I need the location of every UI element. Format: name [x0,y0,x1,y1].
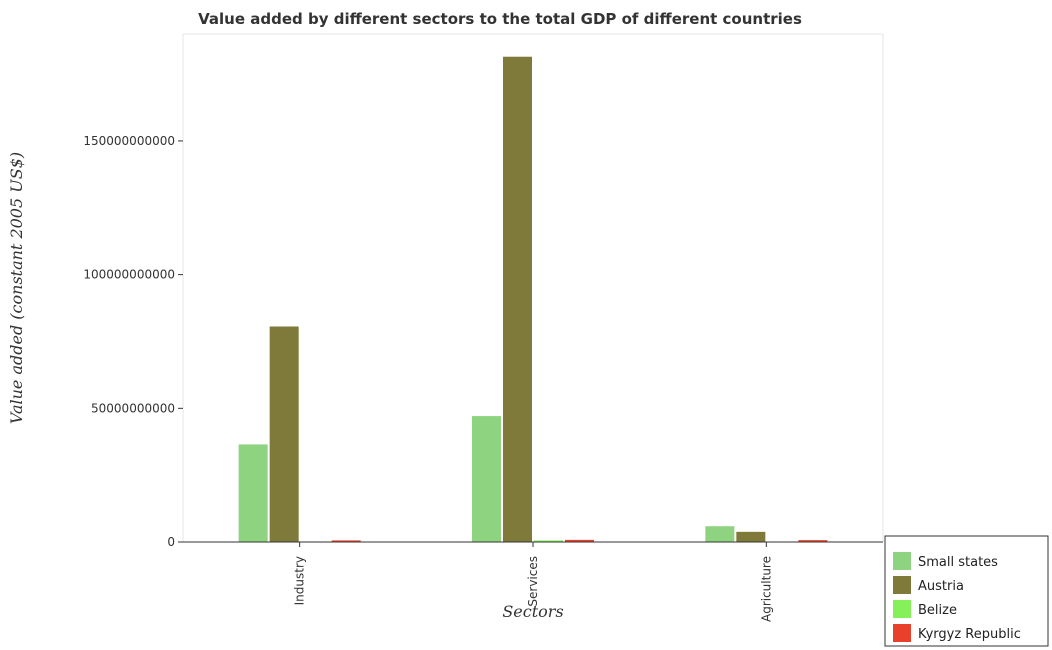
chart-title: Value added by different sectors to the … [198,10,802,28]
x-tick-label: Industry [293,556,307,605]
bar-industry-small-states [238,444,268,542]
bar-services-kyrgyz-republic [565,539,594,542]
y-axis-ticks: 0 50000000000 100000000000 150000000000 [83,134,183,549]
y-tick-label: 0 [167,535,175,549]
x-tick-label: Agriculture [759,556,773,622]
legend-label: Belize [918,603,957,618]
legend-label: Austria [918,579,964,594]
bar-agriculture-austria [736,531,766,542]
y-tick-label: 50000000000 [91,401,175,415]
legend-swatch [893,624,911,642]
bar-agriculture-small-states [705,526,735,542]
bar-services-austria [503,56,532,542]
x-axis-label: Sectors [502,602,563,621]
legend-label: Small states [918,555,998,570]
bar-services-belize [534,540,563,542]
bar-services-small-states [472,416,501,542]
legend-swatch [893,600,911,618]
bar-industry-austria [269,326,299,542]
y-axis-label: Value added (constant 2005 US$) [7,152,26,424]
legend-box [884,535,1049,647]
y-tick-label: 150000000000 [83,134,175,148]
y-tick-label: 100000000000 [83,268,175,282]
legend-swatch [893,552,911,570]
bars [238,56,828,543]
plot-area [182,33,884,543]
bar-agriculture-kyrgyz-republic [798,540,828,542]
x-axis-ticks: Industry Services Agriculture [293,542,773,622]
legend-label: Kyrgyz Republic [918,627,1021,642]
bar-industry-kyrgyz-republic [331,540,361,542]
legend: Small states Austria Belize Kyrgyz Republic [884,535,1049,647]
x-tick-label: Services [526,556,540,607]
legend-swatch [893,576,911,594]
